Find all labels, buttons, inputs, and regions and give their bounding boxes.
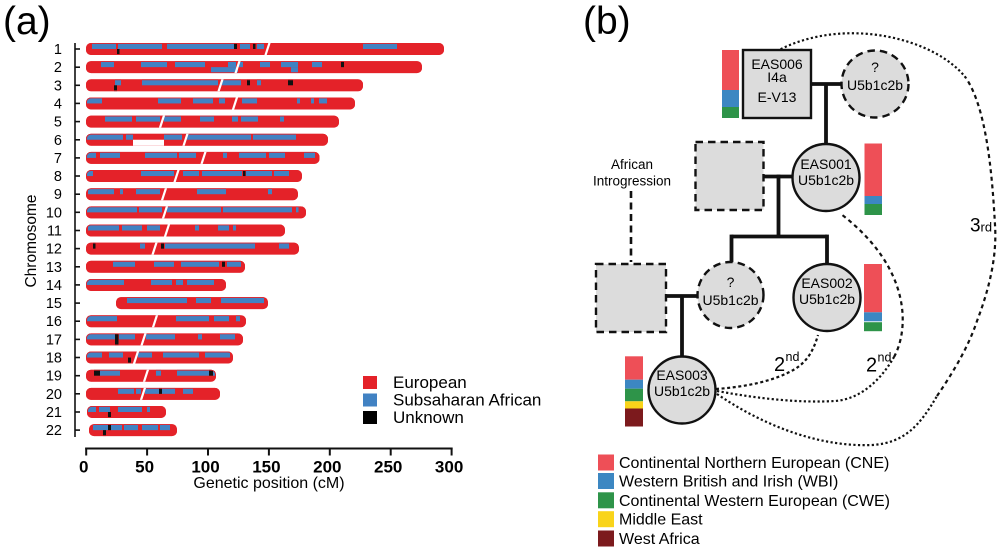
svg-text:2: 2 xyxy=(54,60,62,76)
svg-text:Chromosome: Chromosome xyxy=(23,194,40,287)
svg-text:rd: rd xyxy=(981,220,993,235)
svg-text:200: 200 xyxy=(313,458,341,477)
svg-text:16: 16 xyxy=(46,314,62,330)
svg-text:U5b1c2b: U5b1c2b xyxy=(654,383,710,399)
svg-text:Western British and Irish (WBI: Western British and Irish (WBI) xyxy=(619,474,838,491)
svg-text:4: 4 xyxy=(54,96,62,112)
svg-text:1: 1 xyxy=(54,42,62,58)
svg-text:50: 50 xyxy=(135,458,154,477)
svg-text:150: 150 xyxy=(252,458,280,477)
svg-text:15: 15 xyxy=(46,296,62,312)
svg-text:3: 3 xyxy=(54,78,62,94)
svg-text:U5b1c2b: U5b1c2b xyxy=(798,172,854,188)
svg-text:7: 7 xyxy=(54,151,62,167)
svg-text:21: 21 xyxy=(46,405,62,421)
svg-text:?: ? xyxy=(871,59,879,75)
svg-text:Continental Western European (: Continental Western European (CWE) xyxy=(619,493,890,510)
svg-text:Genetic position (cM): Genetic position (cM) xyxy=(193,475,344,492)
svg-text:Middle East: Middle East xyxy=(619,512,703,529)
svg-text:Subsaharan African: Subsaharan African xyxy=(393,391,541,410)
svg-text:2: 2 xyxy=(866,355,877,377)
svg-text:20: 20 xyxy=(46,387,62,403)
svg-text:nd: nd xyxy=(786,350,800,364)
svg-text:I4a: I4a xyxy=(767,69,787,85)
svg-text:EAS006: EAS006 xyxy=(751,56,803,72)
svg-text:250: 250 xyxy=(374,458,402,477)
svg-text:100: 100 xyxy=(191,458,219,477)
svg-text:(a): (a) xyxy=(3,0,51,43)
svg-text:?: ? xyxy=(727,274,735,290)
svg-text:300: 300 xyxy=(435,458,463,477)
svg-text:West Africa: West Africa xyxy=(619,531,700,548)
svg-text:African: African xyxy=(611,157,653,172)
svg-text:2: 2 xyxy=(774,354,785,376)
svg-text:8: 8 xyxy=(54,169,62,185)
svg-text:19: 19 xyxy=(46,369,62,385)
svg-text:E-V13: E-V13 xyxy=(758,89,797,105)
svg-text:6: 6 xyxy=(54,133,62,149)
svg-text:22: 22 xyxy=(46,423,62,439)
svg-text:5: 5 xyxy=(54,115,62,131)
svg-text:13: 13 xyxy=(46,260,62,276)
svg-text:Unknown: Unknown xyxy=(393,408,464,427)
svg-text:nd: nd xyxy=(878,351,892,365)
svg-text:10: 10 xyxy=(46,205,62,221)
svg-text:18: 18 xyxy=(46,351,62,367)
svg-text:9: 9 xyxy=(54,187,62,203)
svg-text:U5b1c2b: U5b1c2b xyxy=(799,291,855,307)
svg-text:11: 11 xyxy=(47,224,62,240)
svg-text:17: 17 xyxy=(46,332,62,348)
svg-text:EAS002: EAS002 xyxy=(801,275,853,291)
svg-text:12: 12 xyxy=(46,242,62,258)
svg-text:Introgression: Introgression xyxy=(593,174,671,189)
svg-text:EAS001: EAS001 xyxy=(800,156,852,172)
svg-text:European: European xyxy=(393,373,467,392)
svg-text:EAS003: EAS003 xyxy=(656,367,708,383)
svg-text:14: 14 xyxy=(46,278,62,294)
svg-text:3: 3 xyxy=(970,216,981,237)
svg-text:0: 0 xyxy=(79,458,88,477)
svg-text:U5b1c2b: U5b1c2b xyxy=(702,292,758,308)
svg-text:U5b1c2b: U5b1c2b xyxy=(847,77,903,93)
svg-text:Continental Northern European: Continental Northern European (CNE) xyxy=(619,455,889,472)
svg-text:(b): (b) xyxy=(583,0,631,43)
